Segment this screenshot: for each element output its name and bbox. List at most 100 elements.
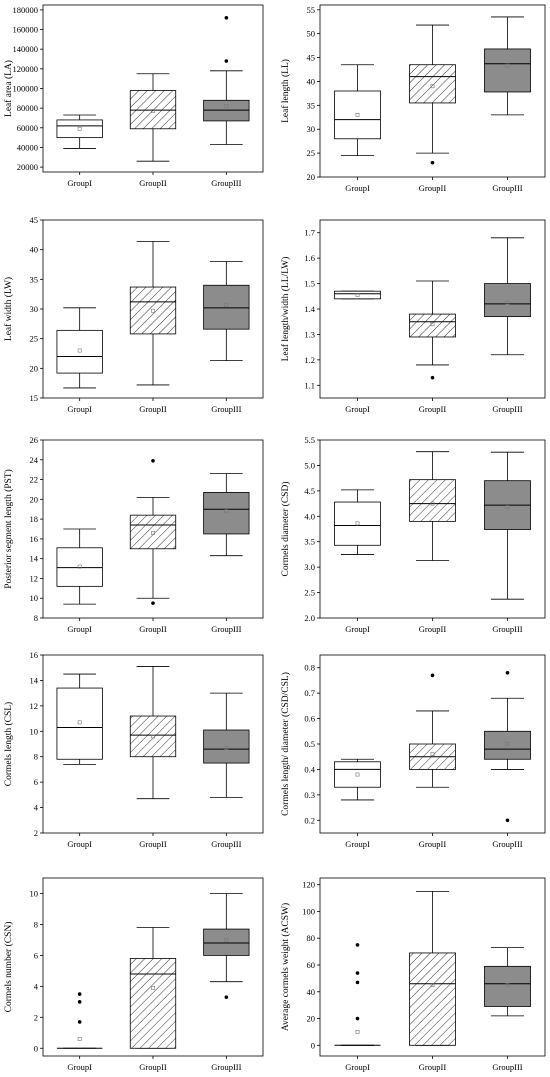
x-tick-label: GroupIII — [492, 404, 522, 414]
outlier-point — [77, 992, 82, 996]
y-tick-label: 30 — [30, 304, 39, 314]
outlier-point — [355, 943, 360, 947]
box-body — [56, 119, 103, 139]
mean-marker — [77, 126, 82, 131]
box-GroupIII — [484, 671, 531, 823]
box-GroupI — [56, 528, 103, 605]
box-GroupIII — [203, 692, 250, 798]
x-tick-label: GroupII — [139, 624, 167, 634]
box-body — [56, 329, 103, 374]
box-body — [129, 715, 177, 758]
box-body — [334, 761, 381, 788]
outlier-point — [505, 818, 510, 823]
mean-marker — [505, 63, 510, 68]
box-body — [203, 928, 250, 956]
y-tick-label: 8 — [34, 613, 38, 623]
y-tick-label: 10 — [30, 593, 39, 603]
y-tick-label: 3.0 — [304, 562, 315, 572]
y-tick-label: 80000 — [17, 103, 38, 113]
outlier-point — [224, 59, 229, 63]
box-GroupIII — [203, 893, 250, 999]
y-tick-label: 2.5 — [304, 588, 315, 598]
y-tick-label: 16 — [30, 534, 39, 544]
y-tick-label: 26 — [30, 435, 39, 445]
box-GroupII — [129, 927, 177, 1049]
box-body — [409, 64, 456, 104]
box-GroupIII — [203, 261, 250, 362]
x-tick-label: GroupI — [67, 839, 92, 849]
y-tick-label: 0.6 — [304, 714, 315, 724]
box-GroupIII — [203, 15, 250, 145]
box-GroupIII — [484, 16, 531, 116]
panel-8: 0.2 0.3 0.4 0.5 0.6 0.7 0.8 Cormels length/ dia… — [280, 654, 546, 849]
y-axis-label: Cormels length/ diameter (CSD/CSL) — [280, 672, 291, 816]
mean-marker — [224, 745, 229, 750]
box-GroupII — [129, 240, 177, 386]
y-tick-label: 50 — [307, 29, 316, 39]
mean-marker — [355, 112, 360, 117]
x-tick-label: GroupI — [67, 404, 92, 414]
panel-3: 15 20 25 30 35 40 45 Leaf width (LW) GroupI Group… — [3, 215, 264, 414]
y-tick-label: 140000 — [13, 44, 39, 54]
box-body — [129, 514, 177, 550]
x-tick-label: GroupI — [345, 404, 370, 414]
box-body — [484, 48, 531, 93]
x-tick-label: GroupII — [419, 624, 447, 634]
y-axis-label: Leaf width (LW) — [3, 277, 14, 341]
y-tick-label: 35 — [30, 274, 39, 284]
mean-marker — [355, 1030, 360, 1034]
y-tick-label: 120 — [302, 880, 315, 890]
y-axis-label: Cormels diameter (CSD) — [280, 482, 291, 577]
y-tick-label: 35 — [307, 100, 316, 110]
x-tick-label: GroupIII — [211, 178, 241, 188]
x-tick-label: GroupI — [345, 183, 370, 193]
y-tick-label: 1.3 — [304, 329, 315, 339]
box-GroupI — [56, 307, 103, 389]
mean-marker — [355, 293, 360, 297]
outlier-point — [430, 375, 435, 380]
mean-marker — [151, 734, 155, 739]
box-body — [203, 284, 250, 330]
outlier-point — [151, 601, 155, 605]
box-body — [409, 952, 456, 1046]
y-axis-label: Leaf area (LA) — [3, 60, 14, 117]
y-tick-label: 4.0 — [304, 511, 315, 521]
x-tick-label: GroupIII — [492, 624, 522, 634]
y-tick-label: 4 — [34, 803, 39, 813]
box-GroupII — [409, 890, 456, 1046]
y-tick-label: 1.5 — [304, 279, 315, 289]
mean-marker — [224, 938, 229, 942]
y-tick-label: 0.4 — [304, 764, 315, 774]
box-GroupIII — [484, 451, 531, 600]
box-body — [409, 479, 456, 522]
y-tick-label: 10 — [30, 726, 39, 736]
y-axis-label: Average cormels weight (ACSW) — [280, 903, 291, 1031]
y-tick-label: 40 — [30, 245, 39, 255]
box-GroupIII — [203, 473, 250, 557]
mean-marker — [224, 302, 229, 307]
mean-marker — [224, 104, 229, 109]
y-tick-label: 120000 — [13, 64, 39, 74]
y-tick-label: 45 — [307, 53, 316, 63]
box-body — [334, 290, 381, 300]
panel-10: 0 20 40 60 80 100 120 Average cormels weight (A… — [280, 877, 546, 1072]
y-tick-label: 60 — [307, 960, 316, 970]
box-GroupII — [129, 458, 177, 605]
box-GroupI — [56, 673, 103, 765]
y-tick-label: 0.5 — [304, 739, 315, 749]
x-tick-label: GroupI — [345, 1062, 370, 1072]
y-tick-label: 0 — [34, 1043, 38, 1053]
y-tick-label: 20000 — [17, 162, 38, 172]
y-tick-label: 0.8 — [304, 663, 315, 673]
y-tick-label: 16 — [30, 650, 39, 660]
box-GroupI — [334, 489, 381, 555]
box-GroupII — [129, 73, 177, 162]
mean-marker — [355, 772, 360, 777]
panel-6: 2.0 2.5 3.0 3.5 4.0 4.5 5.0 5.5 Cormels diameter… — [280, 435, 546, 634]
mean-marker — [505, 742, 510, 746]
y-tick-label: 1.1 — [304, 380, 315, 390]
mean-marker — [430, 84, 435, 89]
x-tick-label: GroupIII — [211, 624, 241, 634]
x-tick-label: GroupIII — [492, 183, 522, 193]
